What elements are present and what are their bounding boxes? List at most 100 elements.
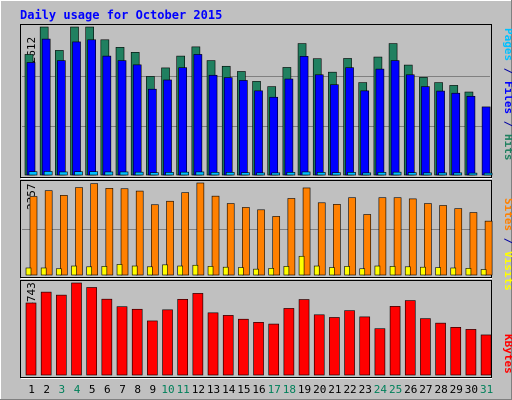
bar-files bbox=[360, 90, 370, 176]
bar-sites bbox=[135, 190, 144, 276]
bar-files bbox=[57, 60, 66, 176]
bar-sites bbox=[439, 205, 447, 276]
bar-pages bbox=[210, 172, 220, 176]
bar-kbytes bbox=[192, 293, 204, 376]
bar-kbytes bbox=[147, 320, 158, 376]
bar-visits bbox=[101, 266, 108, 276]
bar-visits bbox=[177, 265, 183, 276]
top-panel-legend: Pages / Files / Hits bbox=[502, 28, 512, 161]
bar-sites bbox=[302, 187, 311, 276]
bar-pages bbox=[119, 171, 129, 176]
bar-visits bbox=[374, 265, 381, 276]
bar-visits bbox=[404, 266, 411, 276]
bar-kbytes bbox=[25, 302, 37, 376]
bar-visits bbox=[283, 266, 290, 276]
x-tick-label: 30 bbox=[465, 383, 478, 396]
bar-visits bbox=[313, 265, 320, 276]
bar-visits bbox=[40, 267, 47, 276]
bar-visits bbox=[131, 265, 138, 276]
bar-kbytes bbox=[101, 298, 113, 376]
bar-kbytes bbox=[359, 316, 371, 376]
bar-kbytes bbox=[480, 334, 492, 376]
x-tick-label: 4 bbox=[74, 383, 81, 396]
bar-pages bbox=[271, 172, 281, 176]
bar-files bbox=[299, 56, 309, 176]
bar-sites bbox=[75, 187, 83, 276]
bar-sites bbox=[272, 216, 281, 276]
bar-files bbox=[208, 74, 218, 176]
bar-kbytes bbox=[389, 306, 401, 376]
bar-pages bbox=[225, 172, 235, 176]
bar-pages bbox=[286, 172, 296, 176]
x-tick-label: 25 bbox=[389, 383, 402, 396]
bar-sites bbox=[181, 192, 189, 276]
bar-sites bbox=[211, 195, 220, 276]
x-tick-label: 21 bbox=[328, 383, 341, 396]
bar-kbytes bbox=[450, 327, 462, 376]
bar-pages bbox=[180, 171, 189, 176]
bar-visits bbox=[56, 268, 62, 276]
x-tick-label: 27 bbox=[419, 383, 432, 396]
x-tick-label: 13 bbox=[207, 383, 220, 396]
bar-sites bbox=[90, 183, 98, 276]
bar-kbytes bbox=[207, 312, 219, 376]
bar-sites bbox=[226, 203, 235, 276]
bar-kbytes bbox=[313, 314, 325, 376]
bar-files bbox=[26, 62, 36, 176]
bar-visits bbox=[268, 268, 275, 276]
bar-visits bbox=[116, 264, 123, 276]
bar-sites bbox=[44, 190, 53, 276]
bar-sites bbox=[151, 204, 159, 276]
bars-layer bbox=[22, 26, 493, 376]
x-tick-label: 10 bbox=[161, 383, 174, 396]
x-tick-label: 11 bbox=[177, 383, 190, 396]
bar-sites bbox=[393, 197, 402, 276]
bar-pages bbox=[59, 171, 68, 176]
bar-visits bbox=[86, 266, 92, 276]
bar-visits bbox=[25, 267, 32, 276]
bar-files bbox=[405, 74, 415, 176]
x-tick-label: 7 bbox=[119, 383, 126, 396]
x-tick-label: 15 bbox=[237, 383, 250, 396]
x-tick-label: 17 bbox=[268, 383, 281, 396]
bar-pages bbox=[332, 172, 341, 176]
bar-pages bbox=[195, 171, 205, 176]
bar-pages bbox=[104, 171, 114, 176]
bar-visits bbox=[207, 266, 214, 276]
bar-sites bbox=[105, 188, 114, 276]
bar-kbytes bbox=[162, 309, 173, 376]
x-tick-label: 3 bbox=[59, 383, 66, 396]
bar-kbytes bbox=[222, 315, 234, 376]
bar-kbytes bbox=[329, 317, 340, 376]
x-tick-label: 23 bbox=[359, 383, 372, 396]
bar-pages bbox=[316, 172, 326, 176]
bar-files bbox=[223, 77, 233, 176]
bar-pages bbox=[256, 172, 265, 176]
bar-visits bbox=[162, 264, 168, 276]
bar-files bbox=[72, 41, 81, 176]
x-axis-labels: 1 2 3 4 5 6 7 8 9 10 11 12 13 14 15 16 17 18 19 20 21 22 23 24 2… bbox=[28, 383, 493, 396]
bar-sites bbox=[408, 198, 417, 276]
bar-kbytes bbox=[298, 299, 310, 376]
legend-hits: Hits bbox=[502, 134, 512, 161]
x-tick-label: 19 bbox=[298, 383, 311, 396]
bar-visits bbox=[222, 266, 229, 276]
bar-kbytes bbox=[435, 322, 446, 376]
bar-sites bbox=[196, 182, 205, 276]
x-tick-label: 9 bbox=[150, 383, 157, 396]
bar-pages bbox=[407, 172, 417, 176]
panel-bottom bbox=[20, 280, 492, 379]
bar-visits bbox=[253, 268, 259, 276]
bar-files bbox=[254, 90, 263, 176]
bar-sites bbox=[257, 209, 265, 276]
bar-pages bbox=[241, 172, 250, 176]
panel-top bbox=[20, 24, 492, 179]
x-tick-label: 1 bbox=[28, 383, 35, 396]
bar-visits bbox=[465, 268, 472, 276]
bar-kbytes bbox=[177, 298, 188, 376]
bar-pages bbox=[453, 172, 463, 176]
bar-files bbox=[132, 64, 142, 176]
bar-visits bbox=[450, 267, 457, 276]
bar-files bbox=[330, 84, 339, 176]
